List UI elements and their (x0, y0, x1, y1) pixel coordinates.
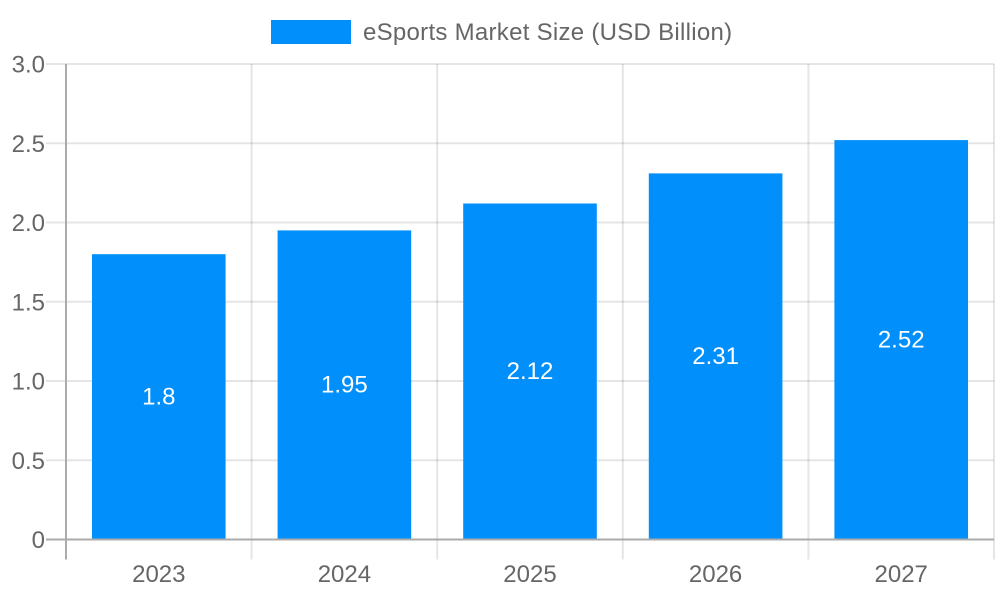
svg-text:2025: 2025 (503, 561, 556, 588)
svg-text:1.5: 1.5 (12, 289, 45, 316)
svg-text:2.52: 2.52 (878, 326, 925, 353)
svg-text:1.8: 1.8 (142, 384, 175, 411)
svg-text:1.95: 1.95 (321, 372, 368, 399)
svg-text:2.31: 2.31 (692, 343, 739, 370)
svg-text:2.5: 2.5 (12, 131, 45, 158)
svg-text:2024: 2024 (318, 561, 371, 588)
svg-text:3.0: 3.0 (12, 52, 45, 79)
svg-text:0.5: 0.5 (12, 448, 45, 475)
svg-text:2.0: 2.0 (12, 210, 45, 237)
svg-text:2023: 2023 (132, 561, 185, 588)
svg-text:2027: 2027 (875, 561, 928, 588)
svg-text:2.12: 2.12 (507, 358, 554, 385)
svg-text:1.0: 1.0 (12, 369, 45, 396)
svg-text:eSports Market Size (USD Billi: eSports Market Size (USD Billion) (363, 19, 732, 46)
svg-text:2026: 2026 (689, 561, 742, 588)
svg-text:0: 0 (32, 527, 45, 554)
